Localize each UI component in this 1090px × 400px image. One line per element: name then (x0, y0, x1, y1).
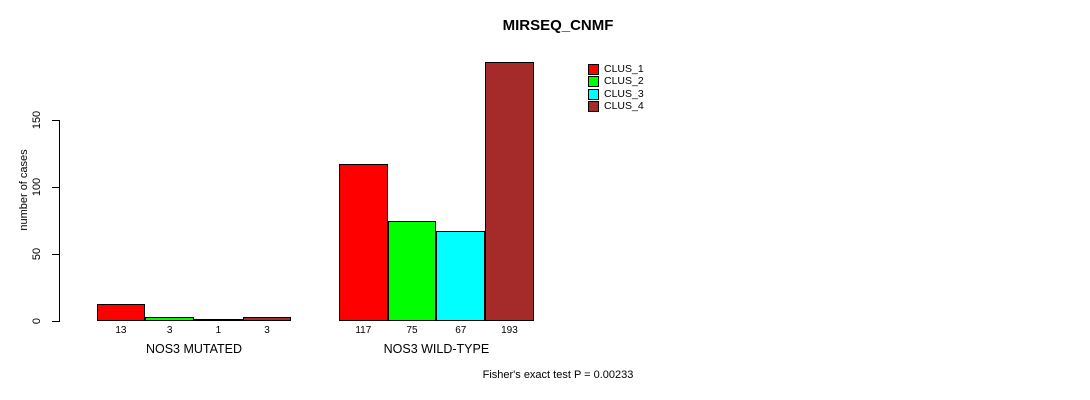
legend-item-CLUS_2: CLUS_2 (588, 75, 644, 88)
y-axis-tick-label: 50 (31, 247, 43, 261)
legend-item-CLUS_1: CLUS_1 (588, 63, 644, 76)
legend: CLUS_1 CLUS_2 CLUS_3 CLUS_4 (588, 64, 644, 113)
bar-CLUS_1 (339, 164, 388, 321)
y-axis-tick (52, 120, 59, 121)
legend-label: CLUS_3 (604, 87, 644, 100)
legend-label: CLUS_2 (604, 75, 644, 88)
bar-CLUS_4 (242, 316, 292, 321)
legend-item-CLUS_4: CLUS_4 (588, 100, 644, 113)
y-axis-label: number of cases (18, 149, 30, 231)
bar-value-label: 3 (166, 325, 173, 336)
legend-swatch-icon (588, 88, 599, 100)
bar-CLUS_4 (485, 62, 534, 321)
bar-CLUS_1 (96, 303, 146, 321)
category-label: NOS3 MUTATED (145, 342, 243, 356)
y-axis-tick-label: 100 (31, 177, 43, 197)
y-axis-tick (52, 187, 59, 188)
bar-value-label: 3 (264, 325, 270, 336)
fisher-test-annotation: Fisher's exact test P = 0.00233 (482, 369, 634, 381)
y-axis-line (59, 120, 60, 322)
legend-label: CLUS_1 (604, 63, 644, 76)
category-label: NOS3 WILD-TYPE (383, 342, 490, 356)
legend-label: CLUS_4 (604, 100, 644, 113)
y-axis-tick-label: 0 (31, 317, 43, 325)
legend-item-CLUS_3: CLUS_3 (588, 87, 644, 100)
bar-CLUS_3 (436, 231, 486, 321)
bar-value-label: 1 (215, 325, 222, 336)
legend-swatch-icon (588, 76, 599, 88)
bar-CLUS_2 (387, 220, 437, 321)
y-axis-tick (52, 254, 59, 255)
y-axis-tick-label: 150 (31, 110, 43, 130)
y-axis-tick (52, 321, 59, 322)
bar-value-label: 193 (501, 325, 518, 336)
chart-title: MIRSEQ_CNMF (502, 17, 614, 34)
bar-CLUS_2 (145, 316, 194, 321)
bar-value-label: 13 (115, 325, 127, 336)
bar-value-label: 117 (355, 325, 372, 336)
legend-swatch-icon (588, 64, 599, 76)
legend-swatch-icon (588, 101, 599, 113)
bar-value-label: 75 (406, 325, 418, 336)
bar-CLUS_3 (194, 318, 243, 321)
bar-value-label: 67 (455, 325, 467, 336)
